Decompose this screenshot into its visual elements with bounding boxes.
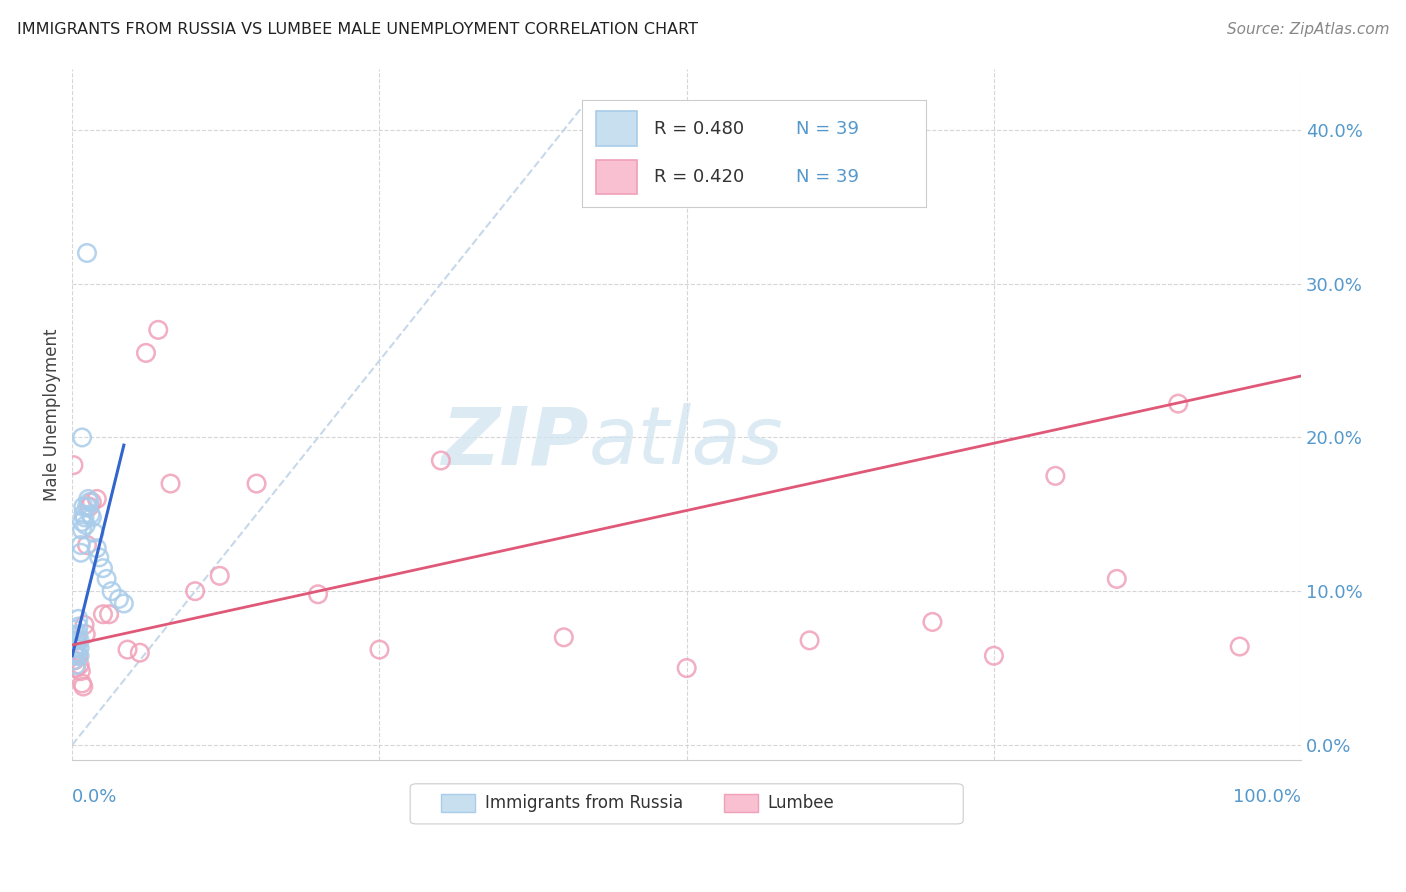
Point xyxy=(67,627,90,641)
Point xyxy=(70,676,93,690)
Point xyxy=(79,508,101,522)
Point xyxy=(65,648,87,663)
Point xyxy=(67,648,90,663)
Text: 100.0%: 100.0% xyxy=(1233,788,1301,806)
Point xyxy=(799,633,821,648)
Point xyxy=(921,615,943,629)
Point xyxy=(675,661,697,675)
Point xyxy=(63,633,86,648)
Point xyxy=(430,453,453,467)
Point xyxy=(66,638,89,652)
Point xyxy=(117,642,139,657)
Point xyxy=(72,500,94,514)
Point xyxy=(63,653,86,667)
Point xyxy=(69,538,91,552)
Point xyxy=(983,648,1005,663)
FancyBboxPatch shape xyxy=(411,784,963,824)
Point xyxy=(72,508,94,522)
Point xyxy=(553,630,575,644)
Point xyxy=(737,104,759,119)
Point xyxy=(67,619,90,633)
Point xyxy=(79,500,101,514)
Point xyxy=(89,550,111,565)
Point xyxy=(83,525,105,540)
Point xyxy=(1229,640,1251,654)
Point xyxy=(62,646,84,660)
Point xyxy=(69,633,91,648)
Point xyxy=(76,500,98,514)
Point xyxy=(86,541,108,556)
Point xyxy=(98,607,121,622)
Point xyxy=(69,641,91,656)
Point xyxy=(1167,397,1189,411)
Point xyxy=(86,491,108,506)
Point xyxy=(91,607,114,622)
Text: ZIP: ZIP xyxy=(441,403,588,481)
Text: atlas: atlas xyxy=(588,403,783,481)
Text: Lumbee: Lumbee xyxy=(768,794,835,813)
Point xyxy=(69,648,91,663)
Point xyxy=(159,476,181,491)
Point xyxy=(1105,572,1128,586)
Point xyxy=(76,538,98,552)
Point xyxy=(112,597,135,611)
Point xyxy=(76,246,98,260)
Point xyxy=(148,323,170,337)
Point xyxy=(62,458,84,472)
Point xyxy=(208,569,231,583)
Text: Immigrants from Russia: Immigrants from Russia xyxy=(485,794,683,813)
Point xyxy=(70,523,93,537)
Point xyxy=(65,641,87,656)
Point xyxy=(70,515,93,529)
Point xyxy=(63,646,86,660)
Point xyxy=(80,495,103,509)
Point xyxy=(66,633,89,648)
Point xyxy=(73,510,96,524)
FancyBboxPatch shape xyxy=(724,794,758,813)
Point xyxy=(66,630,89,644)
Point xyxy=(67,612,90,626)
Point xyxy=(79,495,101,509)
Text: IMMIGRANTS FROM RUSSIA VS LUMBEE MALE UNEMPLOYMENT CORRELATION CHART: IMMIGRANTS FROM RUSSIA VS LUMBEE MALE UN… xyxy=(17,22,697,37)
Point xyxy=(69,664,91,678)
Point xyxy=(307,587,329,601)
Point xyxy=(108,591,131,606)
Point xyxy=(135,346,157,360)
Point xyxy=(65,657,87,672)
Point xyxy=(75,518,97,533)
Point xyxy=(66,646,89,660)
Point xyxy=(368,642,391,657)
Point xyxy=(63,623,86,637)
Point xyxy=(69,546,91,560)
Y-axis label: Male Unemployment: Male Unemployment xyxy=(44,328,60,500)
Point xyxy=(73,618,96,632)
Text: Source: ZipAtlas.com: Source: ZipAtlas.com xyxy=(1226,22,1389,37)
Point xyxy=(91,561,114,575)
Point xyxy=(62,653,84,667)
Point xyxy=(70,430,93,444)
Point xyxy=(75,627,97,641)
Point xyxy=(96,572,118,586)
Point xyxy=(77,491,100,506)
Point xyxy=(100,584,122,599)
Point xyxy=(72,680,94,694)
Point xyxy=(1045,469,1067,483)
FancyBboxPatch shape xyxy=(441,794,475,813)
Point xyxy=(80,510,103,524)
Point xyxy=(69,657,91,672)
Point xyxy=(65,661,87,675)
Point xyxy=(245,476,267,491)
Point xyxy=(128,646,150,660)
Text: 0.0%: 0.0% xyxy=(72,788,118,806)
Point xyxy=(184,584,207,599)
